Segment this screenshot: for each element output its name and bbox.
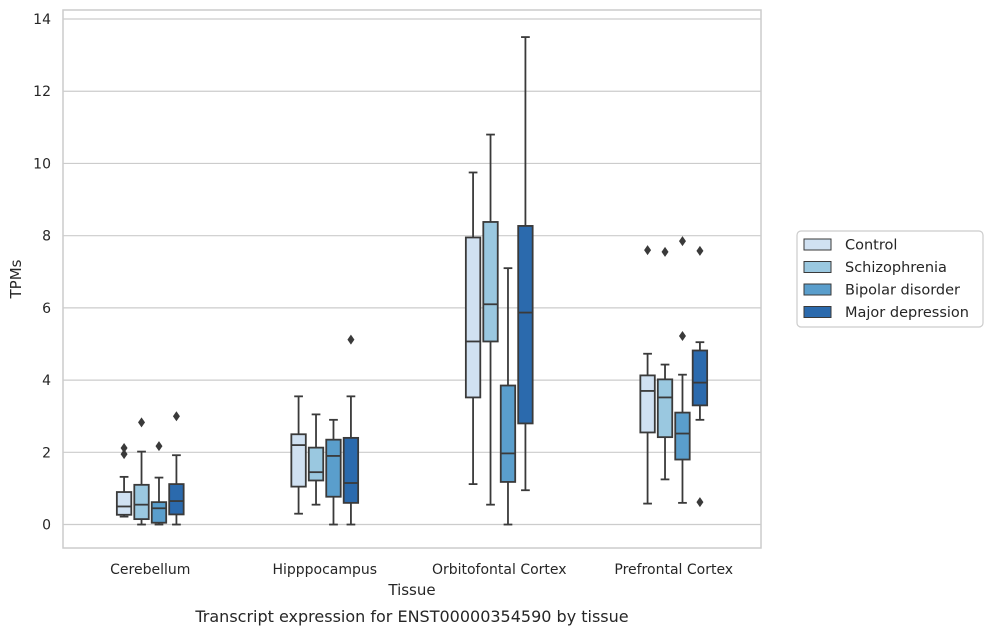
y-tick-label: 10 (33, 156, 51, 172)
legend-swatch (803, 238, 832, 251)
iqr-box (691, 349, 709, 407)
iqr-box (133, 483, 150, 521)
outlier-marker (347, 334, 355, 345)
outlier-marker (678, 331, 686, 342)
box-schizophrenia-prefrontal-cortex (656, 246, 674, 481)
iqr-box (517, 225, 534, 425)
box-bipolar-disorder-prefrontal-cortex (674, 236, 691, 504)
box-control-hipppocampus (290, 395, 307, 515)
iqr-box (307, 446, 325, 482)
outlier-marker (661, 246, 669, 257)
x-axis-title: Tissue (387, 581, 435, 599)
x-tick-label: Prefrontal Cortex (614, 562, 733, 578)
box-control-prefrontal-cortex (639, 245, 656, 505)
legend-label: Bipolar disorder (845, 283, 960, 299)
box-bipolar-disorder-cerebellum (150, 441, 168, 526)
iqr-box (482, 221, 499, 343)
y-tick-label: 14 (33, 12, 51, 28)
legend: Control Schizophrenia Bipolar disorder Majo… (796, 230, 984, 328)
iqr-box (656, 378, 674, 439)
legend-swatch (803, 261, 832, 273)
chart-caption: Transcript expression for ENST0000035459… (194, 607, 628, 626)
box-major-depression-cerebellum (168, 411, 185, 526)
box-schizophrenia-cerebellum (133, 417, 150, 526)
outlier-marker (138, 417, 146, 428)
outlier-marker (678, 236, 686, 247)
outlier-marker (644, 245, 652, 256)
iqr-box (639, 374, 656, 434)
legend-frame (796, 230, 984, 328)
box-bipolar-disorder-orbitofontal-cortex (499, 267, 517, 526)
legend-label: Schizophrenia (845, 260, 947, 276)
box-control-orbitofontal-cortex (464, 171, 482, 485)
y-tick-label: 2 (42, 445, 51, 461)
iqr-box (464, 236, 482, 399)
box-control-cerebellum (115, 442, 133, 518)
iqr-box (168, 483, 185, 516)
outlier-marker (155, 441, 163, 452)
legend-label: Control (845, 238, 897, 254)
legend-label: Major depression (845, 305, 969, 321)
outlier-marker (172, 411, 180, 422)
y-tick-label: 8 (42, 229, 51, 245)
y-axis-title: TPMs (7, 259, 25, 299)
x-tick-label: Cerebellum (110, 562, 190, 578)
outlier-marker (696, 497, 704, 508)
iqr-box (325, 438, 342, 498)
box-major-depression-hipppocampus (342, 334, 360, 526)
x-tick-label: Hipppocampus (272, 562, 377, 578)
y-tick-label: 0 (42, 518, 51, 534)
y-tick-label: 4 (42, 373, 51, 389)
box-schizophrenia-orbitofontal-cortex (482, 133, 499, 506)
x-tick-label: Orbitofontal Cortex (432, 562, 567, 578)
outlier-marker (120, 442, 128, 453)
iqr-box (115, 491, 133, 516)
iqr-box (342, 436, 360, 504)
legend-swatch (803, 283, 832, 296)
legend-swatch (803, 306, 832, 318)
iqr-box (499, 384, 517, 483)
iqr-box (674, 411, 691, 461)
box-bipolar-disorder-hipppocampus (325, 418, 342, 526)
y-tick-label: 6 (42, 301, 51, 317)
iqr-box (150, 501, 168, 524)
y-tick-label: 12 (33, 84, 51, 100)
box-major-depression-prefrontal-cortex (691, 245, 709, 508)
plot-area: 0 2 4 6 8 10 12 14 Cerebellum Hipppocampus Orbitof… (33, 9, 762, 578)
plot-frame (62, 9, 762, 549)
box-schizophrenia-hipppocampus (307, 413, 325, 506)
box-major-depression-orbitofontal-cortex (517, 36, 534, 492)
outlier-marker (120, 449, 128, 460)
outlier-marker (696, 245, 704, 256)
iqr-box (290, 433, 307, 488)
